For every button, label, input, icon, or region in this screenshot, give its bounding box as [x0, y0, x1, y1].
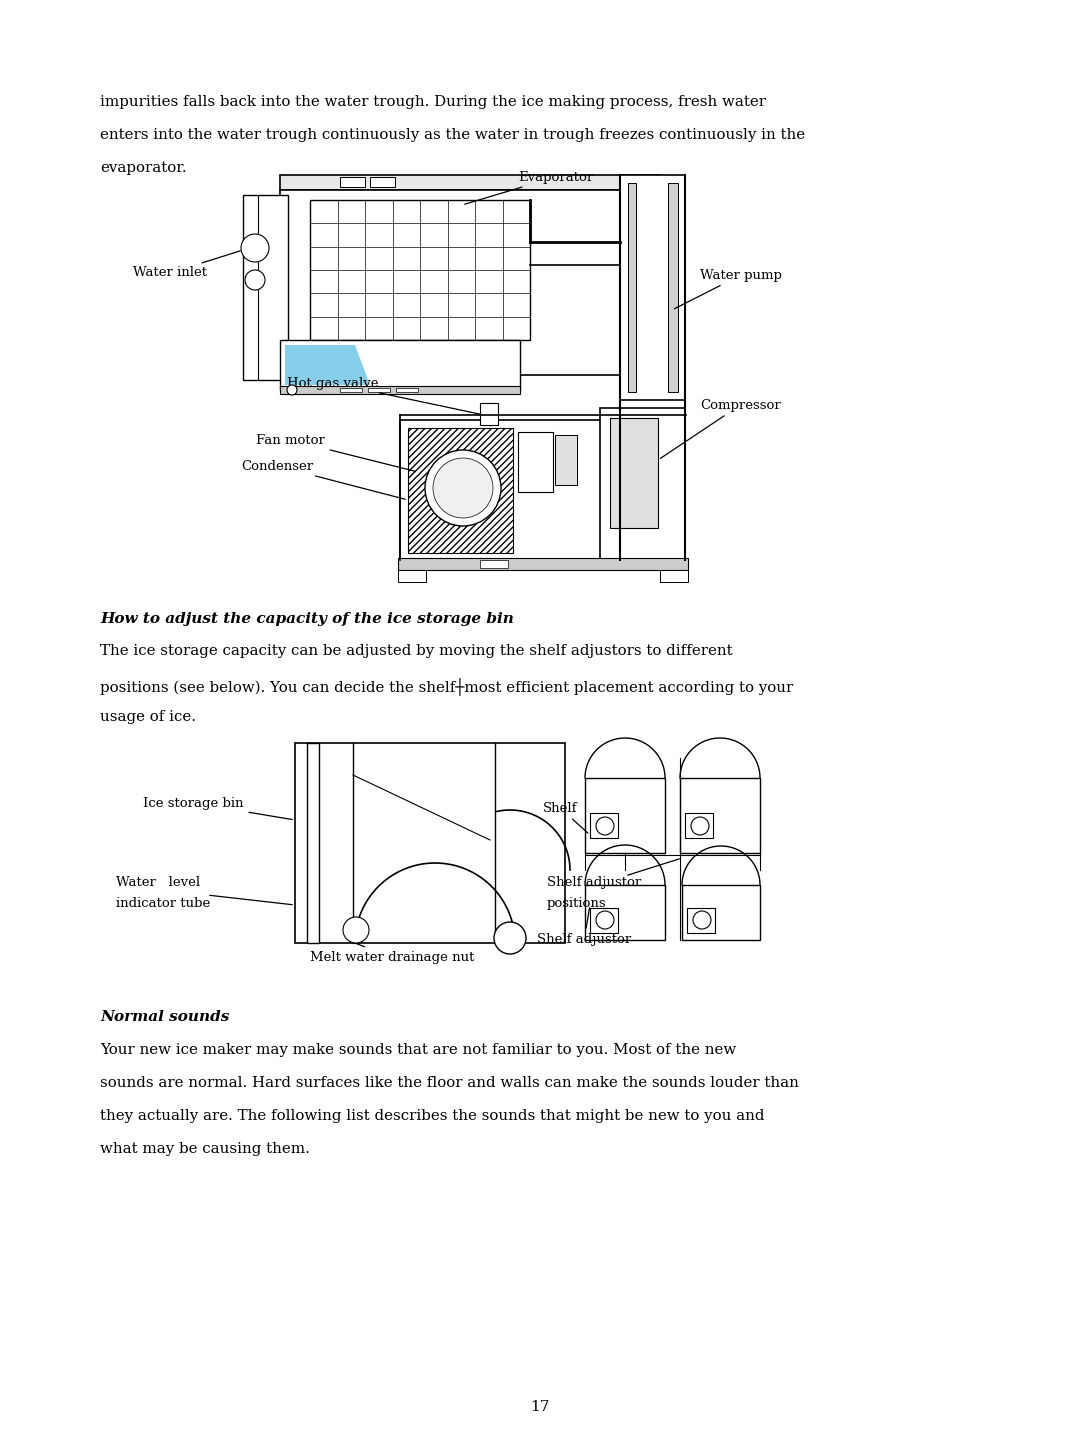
Bar [400, 421, 630, 560]
Text: Water inlet: Water inlet [133, 250, 241, 279]
Text: indicator tube: indicator tube [116, 897, 211, 910]
Bar [340, 177, 365, 187]
Bar [295, 743, 565, 943]
Bar [243, 195, 288, 381]
Text: Evaporator: Evaporator [464, 170, 593, 205]
Text: Water pump: Water pump [675, 269, 782, 309]
Bar [368, 388, 390, 392]
Text: positions: positions [546, 897, 607, 910]
Text: Shelf adjustor: Shelf adjustor [546, 876, 642, 889]
Bar [518, 432, 553, 492]
Circle shape [287, 385, 297, 395]
Text: Shelf: Shelf [543, 801, 588, 833]
Text: they actually are. The following list describes the sounds that might be new to : they actually are. The following list de… [100, 1109, 765, 1123]
Text: Melt water drainage nut: Melt water drainage nut [310, 943, 474, 963]
Text: Hot gas valve: Hot gas valve [287, 376, 482, 415]
Circle shape [596, 912, 615, 929]
Text: enters into the water trough continuously as the water in trough freezes continu: enters into the water trough continuousl… [100, 127, 805, 142]
Bar [680, 778, 760, 853]
Bar [280, 386, 519, 394]
Text: sounds are normal. Hard surfaces like the floor and walls can make the sounds lo: sounds are normal. Hard surfaces like th… [100, 1076, 799, 1090]
Bar [610, 418, 658, 528]
Bar [280, 190, 620, 375]
Bar [555, 435, 577, 485]
Text: How to adjust the capacity of the ice storage bin: How to adjust the capacity of the ice st… [100, 612, 514, 625]
Bar [307, 743, 319, 943]
Circle shape [241, 235, 269, 262]
Bar [590, 909, 618, 933]
Text: impurities falls back into the water trough. During the ice making process, fres: impurities falls back into the water tro… [100, 94, 766, 109]
Circle shape [691, 817, 708, 836]
Bar [310, 200, 530, 341]
Circle shape [426, 449, 501, 527]
Text: Shelf adjustor: Shelf adjustor [537, 907, 631, 946]
Bar [340, 388, 362, 392]
Text: positions (see below). You can decide the shelf┼most efficient placement accordi: positions (see below). You can decide th… [100, 677, 793, 695]
Circle shape [596, 817, 615, 836]
Bar [627, 183, 636, 392]
Text: Your new ice maker may make sounds that are not familiar to you. Most of the new: Your new ice maker may make sounds that … [100, 1043, 737, 1058]
Circle shape [343, 917, 369, 943]
Text: Compressor: Compressor [660, 398, 781, 458]
Bar [600, 408, 685, 562]
Text: 17: 17 [530, 1400, 550, 1414]
Bar [370, 177, 395, 187]
Text: Fan motor: Fan motor [256, 434, 416, 471]
Bar [288, 355, 326, 384]
Text: Water   level: Water level [116, 876, 200, 889]
Bar [396, 388, 418, 392]
Bar [590, 813, 618, 839]
Text: The ice storage capacity can be adjusted by moving the shelf adjustors to differ: The ice storage capacity can be adjusted… [100, 644, 732, 658]
Bar [280, 341, 519, 391]
Bar [480, 560, 508, 568]
Text: Ice storage bin: Ice storage bin [143, 797, 293, 820]
Bar [585, 884, 665, 940]
Bar [480, 404, 498, 425]
Bar [399, 558, 688, 570]
Bar [669, 183, 678, 392]
Bar [687, 909, 715, 933]
Bar [399, 570, 426, 582]
Bar [681, 884, 760, 940]
Bar [660, 570, 688, 582]
Text: usage of ice.: usage of ice. [100, 710, 195, 724]
Bar [620, 175, 685, 401]
Bar [408, 428, 513, 552]
Circle shape [433, 458, 492, 518]
Circle shape [693, 912, 711, 929]
Polygon shape [285, 345, 370, 385]
Text: evaporator.: evaporator. [100, 162, 187, 175]
Bar [685, 813, 713, 839]
Text: Normal sounds: Normal sounds [100, 1010, 229, 1025]
Text: what may be causing them.: what may be causing them. [100, 1142, 310, 1156]
Circle shape [245, 270, 265, 290]
Bar [280, 175, 660, 190]
Circle shape [494, 922, 526, 954]
Bar [585, 778, 665, 853]
Text: Condenser: Condenser [241, 459, 405, 499]
